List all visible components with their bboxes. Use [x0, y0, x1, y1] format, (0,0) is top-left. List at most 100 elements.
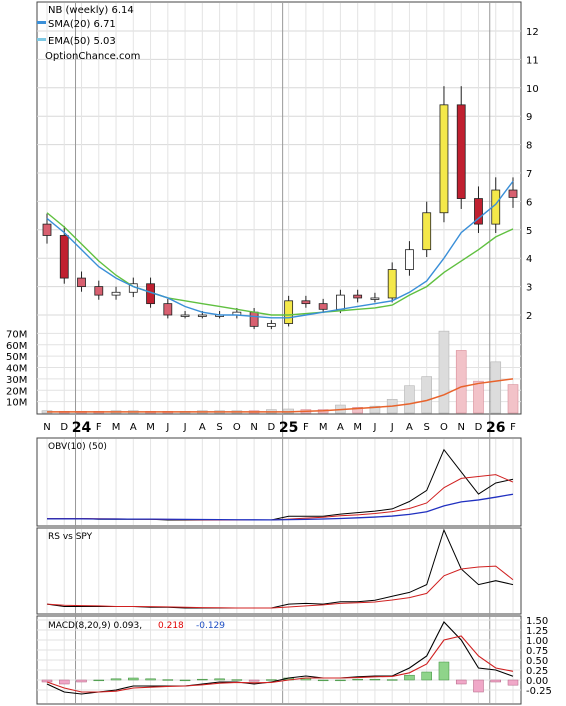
x-axis-label: N: [457, 422, 464, 433]
volume-bar: [490, 361, 502, 414]
macd-histogram-bar: [214, 678, 225, 681]
macd-histogram-bar: [421, 671, 432, 681]
x-axis-label: O: [440, 422, 448, 433]
candle-body: [59, 235, 69, 279]
x-axis-label: A: [337, 422, 344, 433]
macd-histogram-bar: [59, 679, 70, 685]
x-axis-label: M: [353, 422, 362, 433]
price-tick-label: 7: [526, 169, 532, 180]
x-axis-label: M: [112, 422, 121, 433]
volume-tick-label: 20M: [6, 386, 27, 397]
macd-histogram-bar: [335, 679, 346, 682]
x-axis-label: F: [96, 422, 102, 433]
candle-body: [42, 223, 52, 236]
macd-histogram-bar: [507, 679, 519, 686]
volume-bar: [352, 407, 363, 414]
candle-body: [370, 297, 380, 300]
macd-tick-label: 0.75: [526, 646, 548, 657]
candle-body: [77, 277, 86, 287]
macd-hist-value: -0.129: [196, 621, 225, 631]
price-tick-label: 8: [526, 141, 532, 152]
volume-bar: [421, 376, 433, 414]
volume-bar: [404, 385, 415, 414]
ema-legend: EMA(50) 5.03: [48, 36, 116, 47]
obv-panel: [36, 437, 522, 527]
macd-tick-label: 1.25: [526, 626, 548, 637]
x-axis-label: D: [268, 422, 276, 433]
price-tick-label: 11: [526, 55, 539, 66]
macd-histogram-bar: [197, 678, 208, 681]
macd-histogram-bar: [404, 674, 415, 681]
candle-body: [336, 294, 345, 310]
candle-body: [284, 300, 294, 324]
x-axis-label: D: [475, 422, 483, 433]
source-label: OptionChance.com: [45, 51, 140, 62]
x-axis-label: M: [319, 422, 328, 433]
macd-histogram-bar: [438, 661, 450, 681]
volume-tick-label: 30M: [6, 375, 27, 386]
macd-tick-label: 0.50: [526, 656, 548, 667]
volume-bar: [455, 350, 467, 414]
macd-histogram-bar: [248, 679, 260, 682]
price-tick-label: 9: [526, 112, 532, 123]
macd-histogram-bar: [162, 679, 174, 681]
x-axis-label: M: [146, 422, 155, 433]
macd-histogram-bar: [145, 678, 156, 681]
volume-bar: [369, 405, 381, 414]
x-axis-label: 25: [279, 420, 298, 436]
macd-histogram-bar: [231, 679, 243, 681]
x-axis-label: N: [250, 422, 257, 433]
candle-body: [111, 291, 121, 296]
price-tick-label: 2: [526, 311, 532, 322]
candle-body: [301, 300, 311, 305]
price-tick-label: 10: [526, 84, 539, 95]
candle-body: [422, 212, 432, 251]
macd-histogram-bar: [455, 679, 467, 685]
candle-body: [405, 249, 414, 270]
volume-bar: [438, 330, 450, 414]
ema-line: [46, 212, 514, 316]
candle-body: [474, 198, 483, 225]
macd-histogram-bar: [317, 679, 329, 682]
obv-long-line: [47, 493, 514, 521]
sma-swatch: [37, 21, 46, 24]
macd-tick-label: 1.50: [526, 616, 548, 627]
x-axis-label: J: [390, 422, 394, 433]
macd-histogram-bar: [41, 679, 53, 683]
macd-tick-label: 0.00: [526, 676, 548, 687]
macd-tick-label: 0.25: [526, 666, 548, 677]
price-tick-label: 3: [526, 283, 532, 294]
candle-body: [439, 104, 449, 214]
macd-histogram-bar: [110, 678, 122, 681]
x-axis-label: 24: [72, 420, 92, 436]
x-axis-label: J: [183, 422, 187, 433]
x-axis-label: F: [510, 422, 516, 433]
candle-body: [197, 314, 207, 317]
x-axis-label: N: [43, 422, 50, 433]
x-axis-label: J: [372, 422, 376, 433]
candle-body: [353, 294, 363, 299]
indicator-lines: [41, 180, 519, 695]
candle-body: [508, 189, 518, 198]
candle-body: [266, 323, 276, 327]
price-tick-label: 4: [526, 254, 532, 265]
volume-tick-label: 10M: [6, 398, 27, 409]
macd-histogram-bar: [76, 679, 87, 683]
candle-body: [318, 303, 328, 310]
price-candles: [42, 86, 518, 330]
volume-average-line: [47, 378, 514, 413]
macd-signal-value: 0.218: [158, 621, 184, 631]
rs-label: RS vs SPY: [48, 532, 93, 542]
volume-tick-label: 50M: [6, 352, 27, 363]
rs-signal-line: [46, 565, 514, 609]
macd-line: [46, 621, 514, 695]
price-tick-label: 12: [526, 27, 539, 38]
ema-swatch: [37, 38, 46, 41]
macd-histogram-bar: [473, 679, 484, 693]
macd-histogram-bar: [490, 679, 501, 683]
macd-histogram-bar: [352, 678, 363, 681]
x-axis-label: A: [406, 422, 413, 433]
candle-body: [163, 303, 173, 316]
